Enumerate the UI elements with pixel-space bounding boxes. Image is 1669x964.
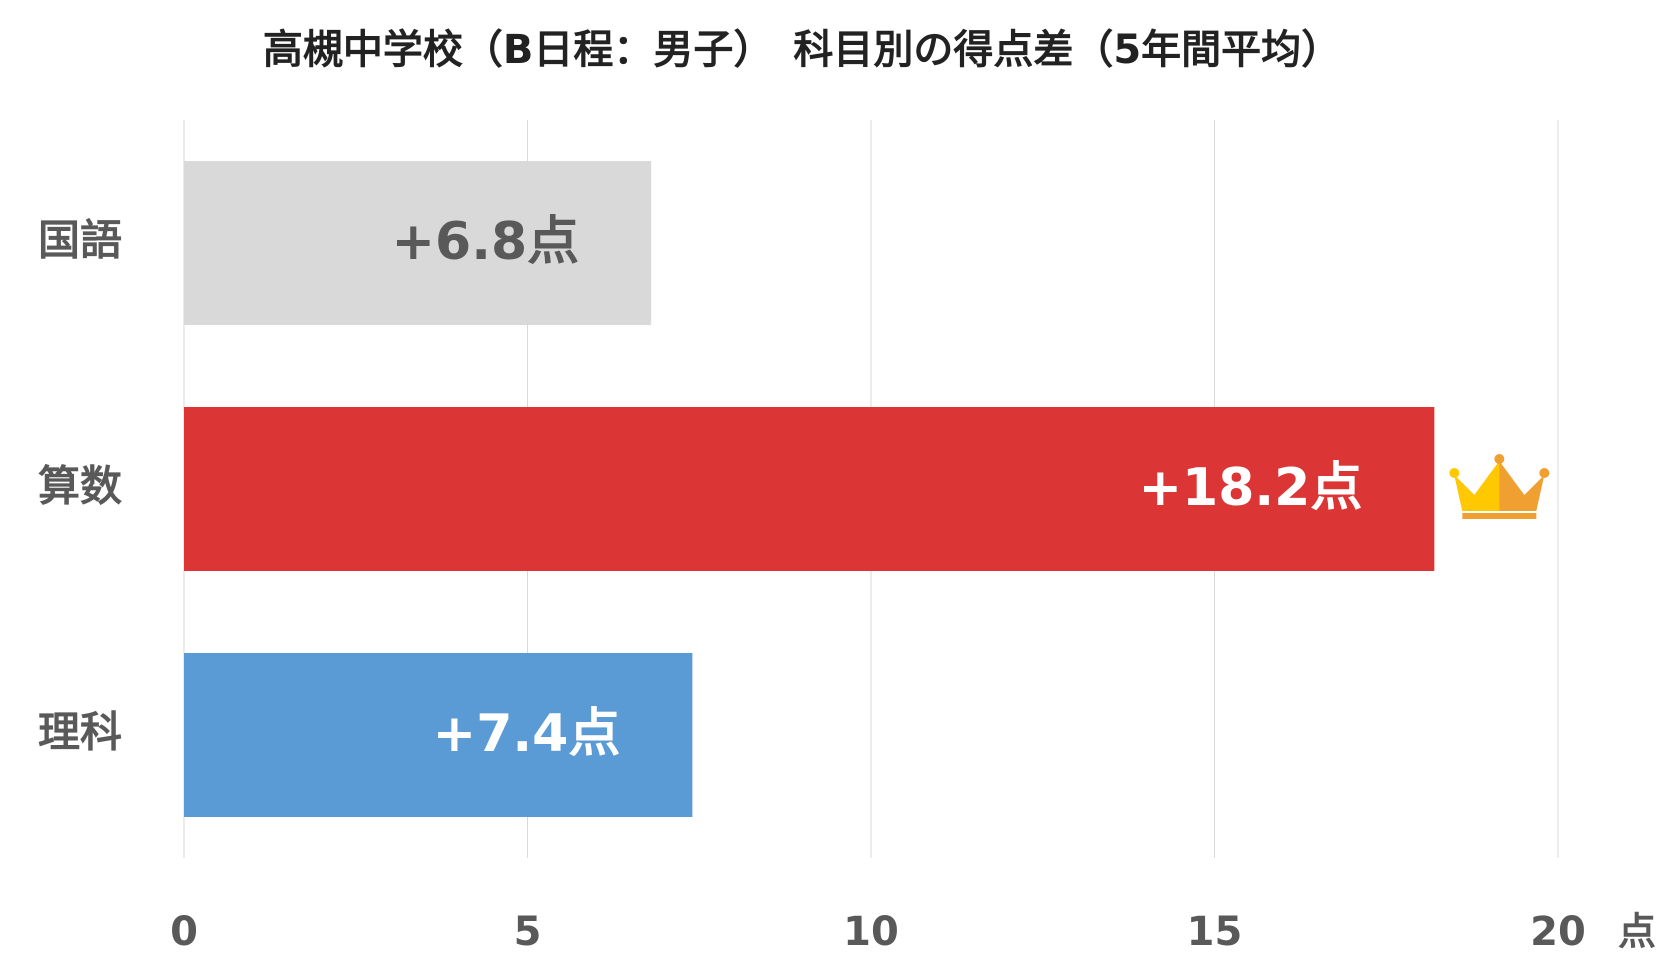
value-label: +7.4点: [433, 704, 621, 764]
bar: [184, 653, 693, 817]
x-tick-label: 15: [1187, 909, 1243, 955]
bar: [184, 407, 1435, 571]
chart-title: 高槻中学校（B日程：男子） 科目別の得点差（5年間平均）: [263, 27, 1341, 73]
bar: [184, 161, 652, 325]
x-tick-label: 20: [1530, 909, 1586, 955]
value-label: +18.2点: [1138, 458, 1362, 518]
x-axis-label: 点: [1618, 910, 1656, 954]
category-label: 算数: [38, 462, 122, 511]
x-tick-label: 10: [843, 909, 899, 955]
x-tick-label: 5: [514, 909, 542, 955]
crown-icon: [1449, 454, 1550, 519]
category-label: 理科: [38, 708, 122, 757]
value-label: +6.8点: [391, 212, 579, 272]
category-label: 国語: [38, 216, 122, 265]
x-tick-label: 0: [170, 909, 198, 955]
